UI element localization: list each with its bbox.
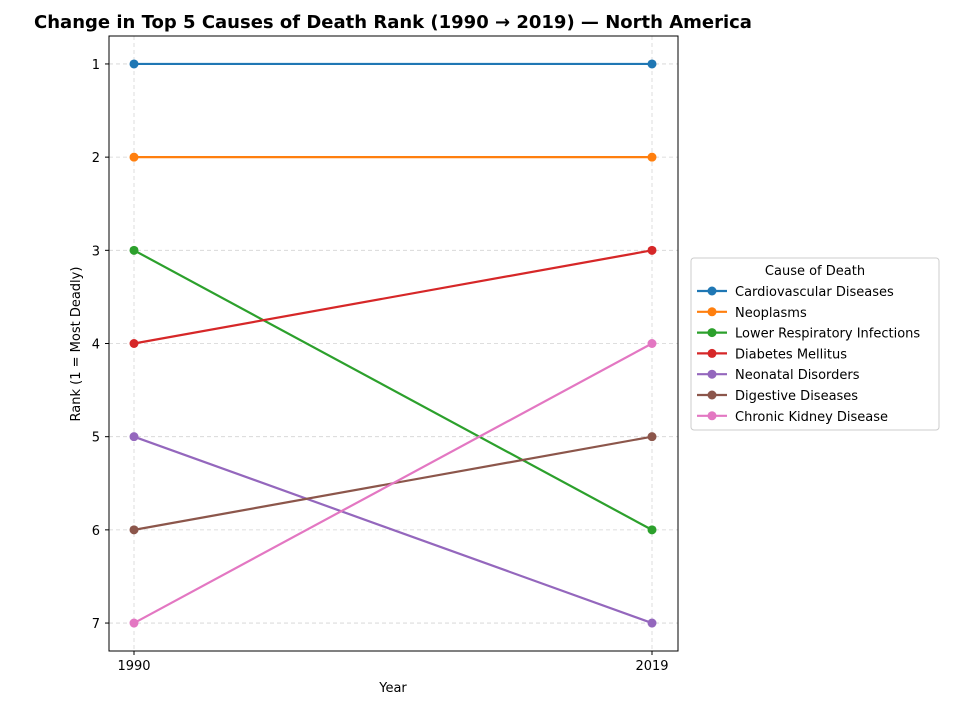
legend: Cause of Death Cardiovascular Diseases Ne…: [690, 257, 940, 431]
y-tick-label: 4: [92, 338, 100, 353]
legend-swatch-marker: [707, 390, 717, 400]
data-point: [647, 152, 657, 162]
legend-label: Chronic Kidney Disease: [735, 410, 888, 425]
series-neonatal-disorders: [129, 432, 657, 628]
legend-swatch-marker: [707, 348, 717, 358]
series-line: [133, 249, 653, 345]
legend-swatch-marker: [707, 328, 717, 338]
legend-swatch-marker: [707, 286, 717, 296]
legend-label: Neonatal Disorders: [735, 368, 860, 383]
series-line: [133, 435, 653, 625]
legend-swatch-marker: [707, 411, 717, 421]
chart-title: Change in Top 5 Causes of Death Rank (19…: [34, 12, 752, 33]
legend-entry: Chronic Kidney Disease: [697, 410, 888, 425]
data-point: [647, 432, 657, 442]
data-point: [129, 525, 139, 535]
y-tick-label: 3: [92, 244, 100, 259]
legend-label: Neoplasms: [735, 306, 807, 321]
legend-swatch-marker: [707, 307, 717, 317]
y-tick-label: 7: [92, 617, 100, 632]
data-point: [647, 245, 657, 255]
series-layer: [129, 59, 657, 628]
legend-label: Digestive Diseases: [735, 389, 858, 404]
data-point: [129, 432, 139, 442]
data-point: [647, 525, 657, 535]
series-neoplasms: [129, 152, 657, 162]
legend-entry: Digestive Diseases: [697, 389, 858, 404]
series-chronic-kidney-disease: [129, 339, 657, 628]
series-lower-respiratory-infections: [129, 245, 657, 535]
x-tick-label: 2019: [635, 659, 668, 674]
legend-label: Cardiovascular Diseases: [735, 285, 894, 300]
data-point: [129, 59, 139, 69]
legend-label: Diabetes Mellitus: [735, 347, 847, 362]
data-point: [129, 245, 139, 255]
legend-swatch-marker: [707, 369, 717, 379]
series-diabetes-mellitus: [129, 245, 657, 348]
legend-box: [690, 257, 940, 431]
series-line: [133, 249, 653, 531]
legend-title: Cause of Death: [765, 264, 865, 279]
data-point: [647, 59, 657, 69]
legend-entry: Lower Respiratory Infections: [697, 327, 920, 342]
grid: [109, 36, 678, 651]
legend-entry: Cardiovascular Diseases: [697, 285, 894, 300]
data-point: [647, 618, 657, 628]
x-axis-label: Year: [378, 681, 407, 696]
legend-label: Lower Respiratory Infections: [735, 327, 920, 342]
axis-ticks: 1 2 3 4 5 6 7 1990 2019: [92, 58, 669, 674]
series-cardiovascular-diseases: [129, 59, 657, 69]
legend-entry: Neonatal Disorders: [697, 368, 860, 383]
y-tick-label: 1: [92, 58, 100, 73]
data-point: [129, 618, 139, 628]
y-axis-label: Rank (1 = Most Deadly): [69, 267, 84, 422]
legend-entry: Neoplasms: [697, 306, 807, 321]
y-tick-label: 6: [92, 524, 100, 539]
y-tick-label: 5: [92, 431, 100, 446]
y-tick-label: 2: [92, 151, 100, 166]
x-tick-label: 1990: [117, 659, 150, 674]
data-point: [129, 152, 139, 162]
legend-entry: Diabetes Mellitus: [697, 347, 847, 362]
series-line: [133, 342, 653, 625]
data-point: [647, 339, 657, 348]
data-point: [129, 339, 139, 348]
